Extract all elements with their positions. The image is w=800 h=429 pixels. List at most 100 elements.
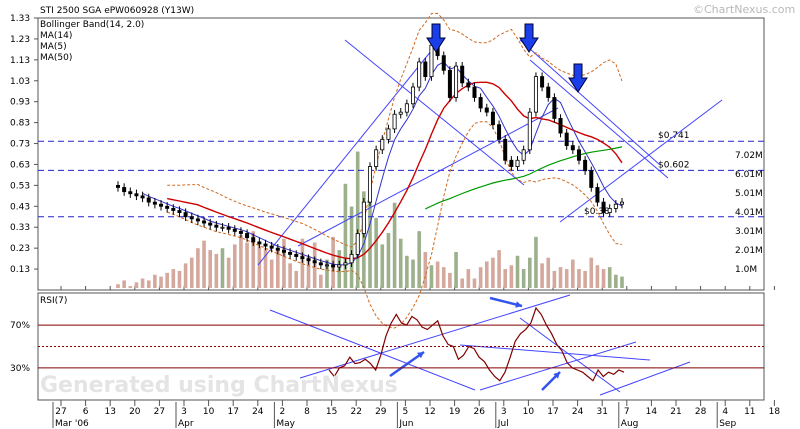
volume-bar xyxy=(245,242,249,288)
candle-body xyxy=(195,218,200,222)
candle-body xyxy=(441,55,446,71)
candle-body xyxy=(484,107,489,113)
candle-body xyxy=(367,166,372,203)
candle-body xyxy=(337,264,342,268)
candle-body xyxy=(423,61,428,77)
candle-body xyxy=(232,228,237,232)
month-label: Aug xyxy=(621,419,639,429)
volume-bar xyxy=(620,276,624,288)
price-tick-label: 1.33 xyxy=(10,14,30,24)
volume-bar xyxy=(146,280,151,288)
candle-body xyxy=(128,191,133,195)
candle-body xyxy=(546,86,551,98)
candle-body xyxy=(165,205,170,209)
volume-bar xyxy=(386,233,391,288)
volume-bar xyxy=(595,265,600,288)
date-tick-label: 17 xyxy=(547,407,558,417)
candle-body xyxy=(324,264,329,267)
candle-body xyxy=(245,233,250,239)
legend-item: MA(14) xyxy=(40,31,72,41)
volume-bar xyxy=(368,200,372,288)
volume-tick-label: 4.01M xyxy=(735,208,763,218)
volume-bar xyxy=(239,234,243,288)
date-tick-label: 3 xyxy=(501,407,507,417)
candle-body xyxy=(177,210,182,213)
date-tick-label: 15 xyxy=(326,407,337,417)
bollinger-lower xyxy=(167,121,623,329)
volume-bar xyxy=(140,278,145,288)
volume-bar xyxy=(122,280,126,288)
volume-bar xyxy=(398,238,403,288)
candle-body xyxy=(404,103,409,113)
legend-item: MA(50) xyxy=(40,53,72,63)
volume-bar xyxy=(571,259,575,288)
volume-bar xyxy=(288,263,292,288)
date-tick-label: 13 xyxy=(104,407,115,417)
candle-body xyxy=(564,132,569,147)
volume-bar xyxy=(306,255,311,288)
candle-body xyxy=(251,237,256,243)
candle-body xyxy=(472,86,477,98)
candle-body xyxy=(447,69,452,98)
date-tick-label: 21 xyxy=(670,407,681,417)
volume-bar xyxy=(429,265,434,288)
candle-body xyxy=(417,61,422,88)
candle-body xyxy=(171,207,176,211)
candle-body xyxy=(509,159,514,167)
rsi-tick-label: 30% xyxy=(10,364,30,374)
volume-bar xyxy=(472,278,477,288)
price-level-label: $0.602 xyxy=(658,160,690,170)
volume-bar xyxy=(171,269,176,288)
volume-bar xyxy=(189,257,194,288)
date-tick-label: 22 xyxy=(350,407,361,417)
volume-bar xyxy=(128,286,133,288)
volume-bar xyxy=(601,269,606,288)
price-tick-label: 1.23 xyxy=(10,35,30,45)
volume-bar xyxy=(435,261,440,288)
volume-tick-label: 5.01M xyxy=(735,189,763,199)
candle-body xyxy=(398,111,403,115)
volume-bar xyxy=(564,269,569,288)
volume-bar xyxy=(454,252,458,288)
volume-bar xyxy=(153,274,157,288)
volume-bar xyxy=(257,246,262,288)
rsi-series-line xyxy=(328,306,625,382)
candle-body xyxy=(294,254,299,257)
month-label: Sep xyxy=(719,419,736,429)
candle-body xyxy=(454,65,459,98)
candle-body xyxy=(349,254,354,264)
date-tick-label: 12 xyxy=(424,407,435,417)
volume-bar xyxy=(232,244,237,288)
support-resistance-levels: $0.741$0.602$0.38 xyxy=(38,131,764,218)
volume-tick-label: 1.0M xyxy=(735,265,757,275)
candle-body xyxy=(116,184,121,188)
volume-bar xyxy=(441,267,446,288)
volume-bar xyxy=(491,257,495,288)
candle-body xyxy=(122,187,127,193)
volume-bar xyxy=(484,261,489,288)
candle-body xyxy=(220,226,225,229)
volume-bar xyxy=(294,270,299,288)
candle-body xyxy=(146,197,151,203)
date-tick-label: 7 xyxy=(624,407,630,417)
candle-body xyxy=(411,86,416,105)
volume-bar xyxy=(423,252,428,288)
candle-body xyxy=(269,245,274,249)
date-tick-label: 28 xyxy=(695,407,707,417)
legend-item: MA(5) xyxy=(40,42,67,52)
down-arrow-icon xyxy=(568,63,588,93)
volume-bar xyxy=(614,274,618,288)
volume-bar xyxy=(528,257,532,288)
rsi-arrow-shaft xyxy=(389,350,425,378)
volume-bar xyxy=(534,236,538,288)
price-tick-label: 0.93 xyxy=(10,98,30,108)
volume-bar xyxy=(362,191,366,288)
volume-bar xyxy=(577,269,581,288)
date-tick-label: 27 xyxy=(55,407,66,417)
candle-body xyxy=(478,97,483,109)
rsi-arrow-head-icon xyxy=(553,372,560,379)
rsi-arrow-head-icon xyxy=(417,352,424,359)
candle-body xyxy=(263,243,268,247)
candle-body xyxy=(238,231,243,234)
